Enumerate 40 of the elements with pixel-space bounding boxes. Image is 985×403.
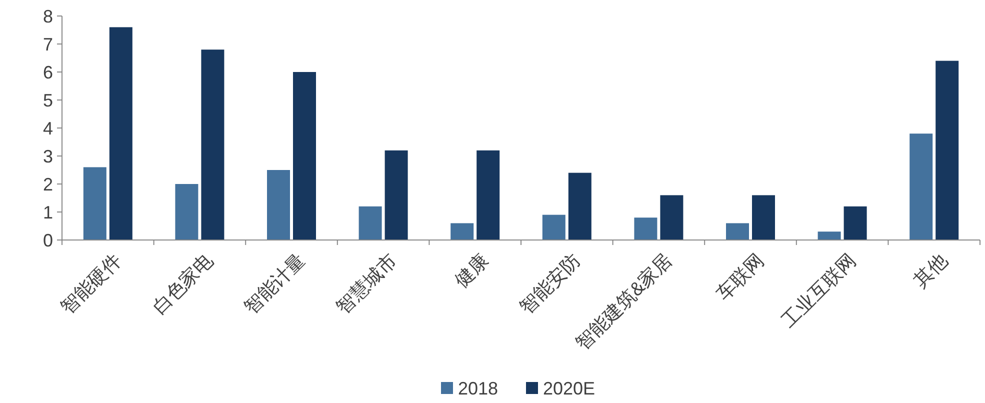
bar <box>267 170 290 240</box>
x-tick-label: 智能计量 <box>240 250 310 319</box>
bar <box>568 172 592 240</box>
y-tick-label: 1 <box>42 202 53 222</box>
y-tick-label: 4 <box>42 118 53 138</box>
bar <box>818 232 841 240</box>
x-tick-label: 工业互联网 <box>778 250 860 332</box>
bar <box>752 195 775 240</box>
x-tick-label: 智能安防 <box>516 249 585 319</box>
bar <box>293 72 316 240</box>
bar <box>175 184 198 240</box>
bar <box>910 134 933 240</box>
x-tick-label: 其他 <box>910 250 952 292</box>
bar <box>936 60 959 240</box>
bar <box>450 223 474 240</box>
x-tick-label: 智慧城市 <box>332 249 402 319</box>
bar <box>844 206 867 240</box>
bar <box>358 206 382 240</box>
y-tick-label: 0 <box>42 230 53 250</box>
y-tick-label: 2 <box>42 174 53 194</box>
bar <box>634 218 658 240</box>
bar <box>83 167 106 240</box>
y-tick-label: 6 <box>42 62 53 82</box>
bar <box>109 27 132 240</box>
y-tick-label: 3 <box>42 146 53 166</box>
bar <box>726 223 749 240</box>
y-tick-label: 7 <box>42 34 53 54</box>
bar <box>476 150 500 240</box>
legend-label: 2018 <box>458 378 498 398</box>
legend-label: 2020E <box>543 378 596 398</box>
y-tick-label: 8 <box>42 6 53 26</box>
bar <box>384 150 408 240</box>
x-tick-label: 智能硬件 <box>57 250 126 319</box>
bar <box>201 50 224 240</box>
x-tick-label: 车联网 <box>713 250 768 306</box>
bar <box>542 214 566 240</box>
x-tick-label: 白色家电 <box>148 249 218 319</box>
bar <box>660 195 684 240</box>
y-tick-label: 5 <box>42 90 53 110</box>
x-tick-label: 健康 <box>450 249 494 292</box>
